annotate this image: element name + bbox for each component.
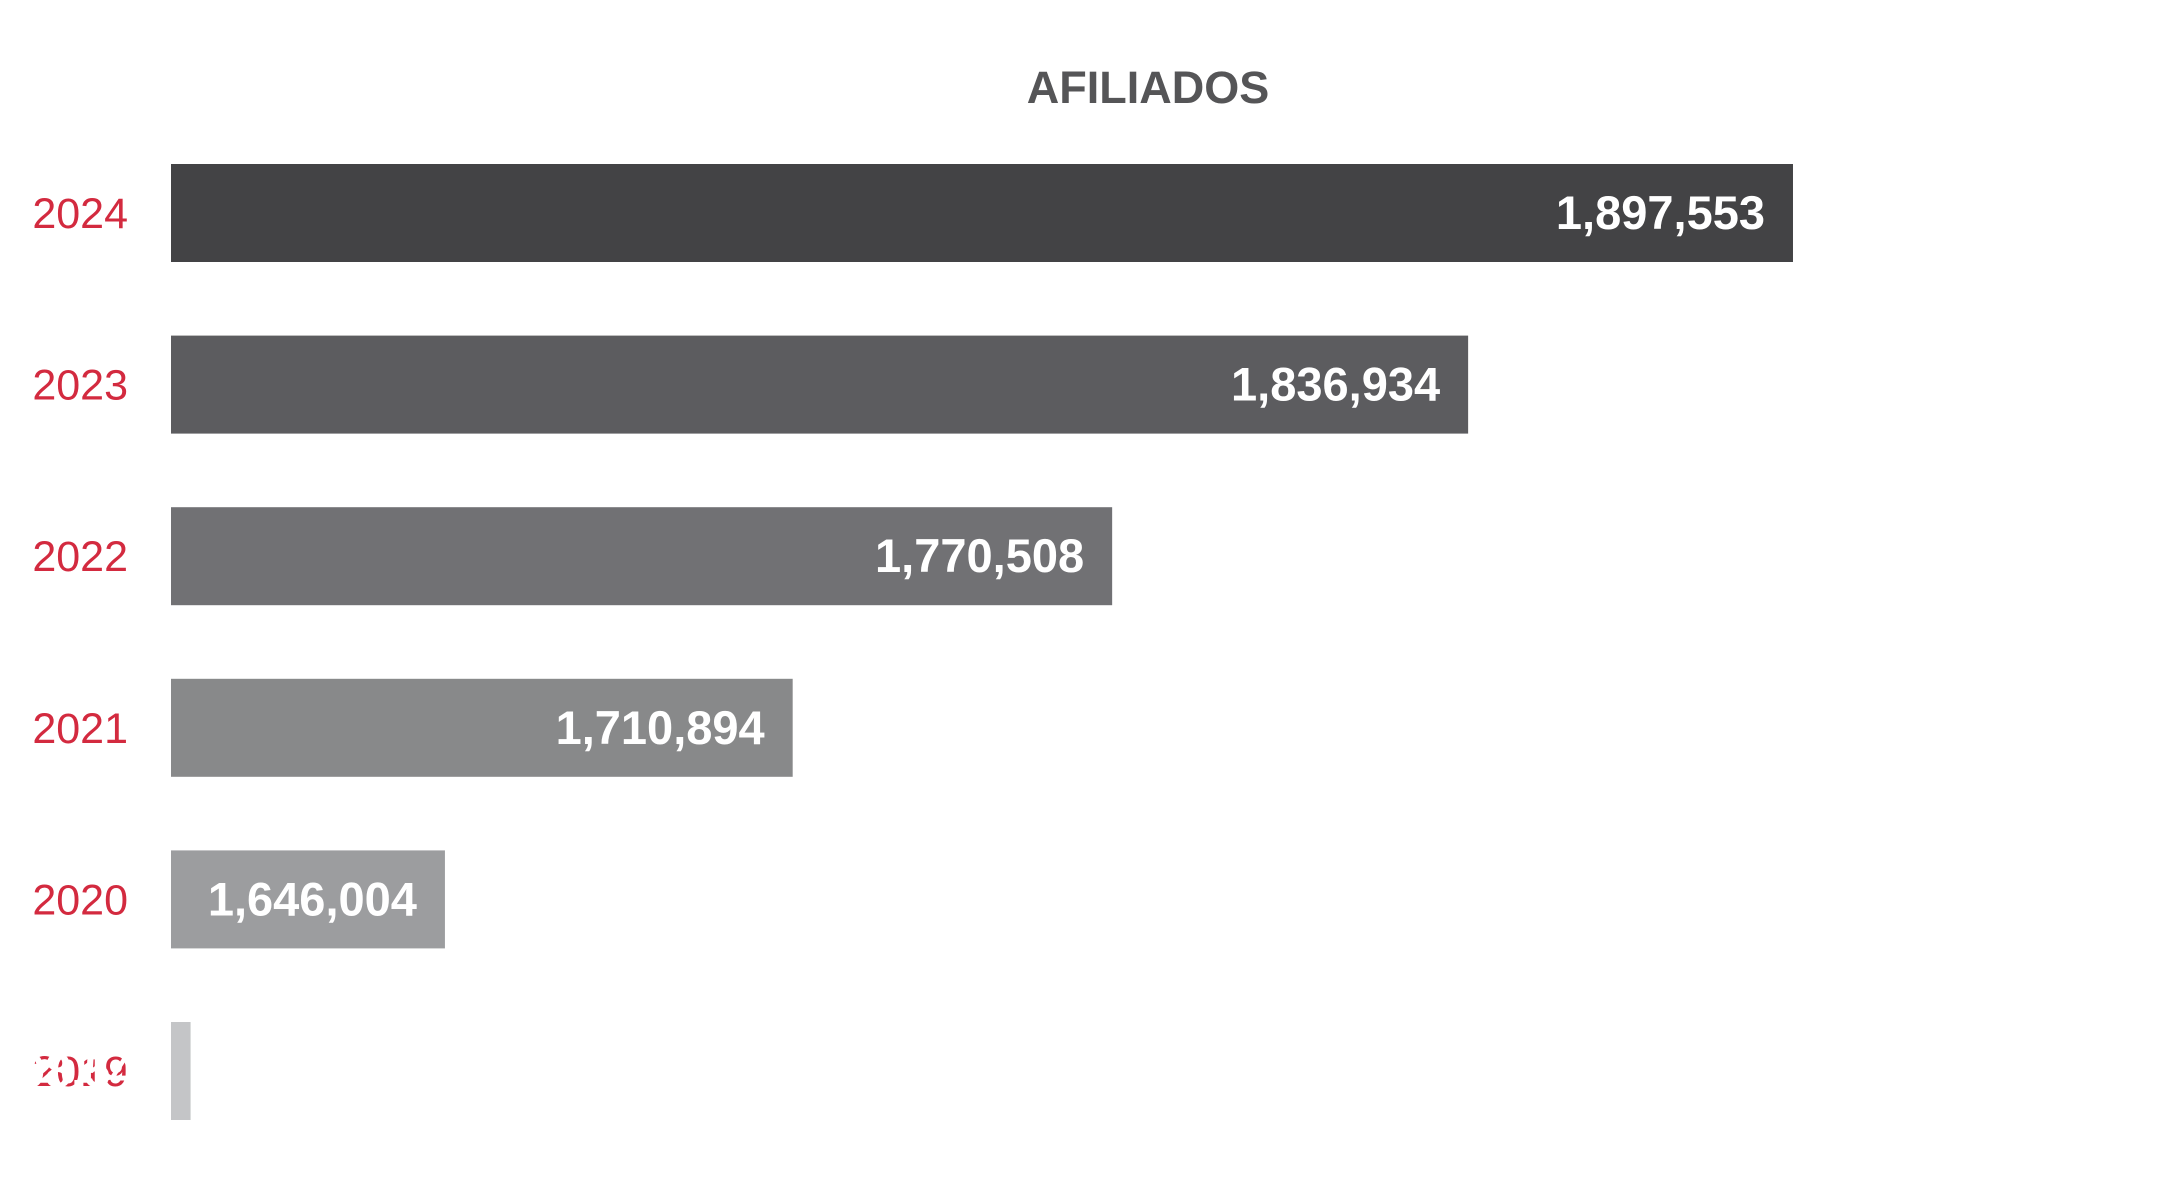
bar (171, 507, 1113, 606)
value-label: 1,770,508 (875, 529, 1084, 582)
value-label: 1,646,004 (208, 872, 417, 925)
bars-group: 2024 1,897,553 2023 1,836,934 2022 1,770,508 2… (0, 164, 1793, 1120)
year-label: 2019 (32, 1048, 128, 1096)
value-label: 1,836,934 (1231, 358, 1440, 411)
bar (171, 678, 793, 777)
value-label: 1,897,553 (1556, 186, 1765, 239)
year-label: 2023 (32, 362, 128, 410)
bar (171, 850, 445, 949)
value-label: 1,598,541 (0, 1044, 163, 1097)
bar (171, 164, 1793, 262)
year-label: 2020 (32, 876, 128, 924)
year-label: 2022 (32, 533, 128, 581)
year-label: 2021 (32, 705, 128, 753)
bar (171, 1022, 191, 1120)
chart-title: AFILIADOS (1027, 62, 1270, 113)
bar (171, 335, 1469, 434)
year-label: 2024 (32, 190, 128, 238)
value-label: 1,710,894 (556, 701, 765, 754)
